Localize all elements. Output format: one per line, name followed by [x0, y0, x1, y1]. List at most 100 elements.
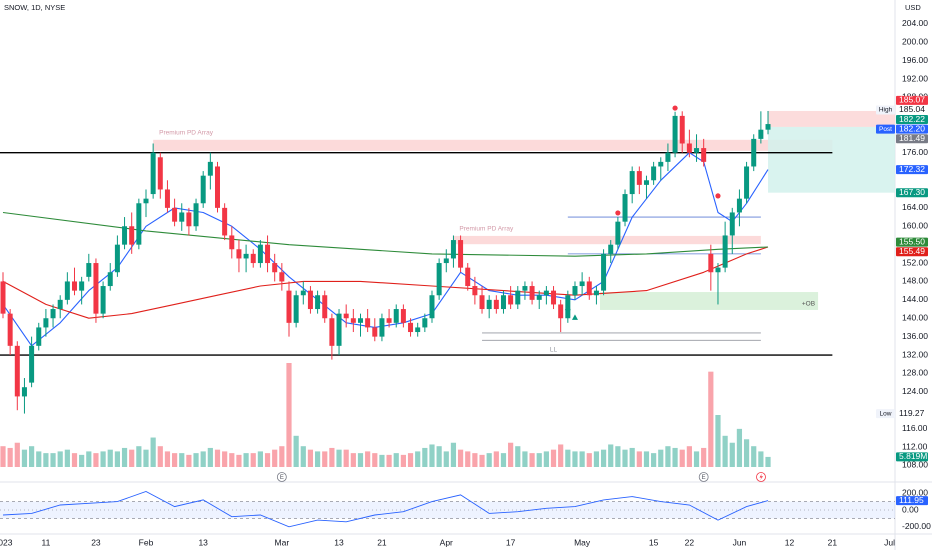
candle-body: [622, 194, 628, 222]
candle-body: [164, 189, 170, 208]
volume-bar: [36, 451, 42, 467]
volume-bar: [465, 451, 471, 467]
volume-bar: [379, 454, 385, 467]
candle-body: [150, 152, 156, 195]
x-tick-label: Mar: [275, 537, 290, 547]
volume-bar: [572, 451, 578, 467]
volume-bar: [164, 451, 171, 467]
plot: Premium PD Array Premium PD Array +OB LL E E: [0, 105, 895, 528]
candle-body: [400, 309, 406, 323]
volume-bar: [393, 453, 399, 467]
volume-bar: [236, 454, 242, 467]
volume-bar: [600, 449, 607, 467]
candle-body: [436, 263, 442, 296]
candle-body: [186, 212, 192, 227]
earnings-icon: [698, 472, 709, 482]
price-tag: Low: [880, 410, 892, 417]
price-tag: Post: [879, 126, 892, 133]
y-tick-label: 116.00: [902, 423, 928, 433]
y-tick-label: 132.00: [902, 349, 928, 359]
candle-body: [579, 281, 585, 287]
volume-bar: [407, 453, 414, 467]
candle-body: [143, 198, 149, 204]
price-label: 172.32: [899, 164, 925, 174]
candle-body: [272, 263, 278, 273]
candle-body: [608, 244, 614, 254]
candle-body: [450, 240, 456, 259]
earnings-label: E: [280, 475, 284, 481]
price-label: 181.49: [899, 133, 925, 143]
candle-body: [357, 318, 363, 323]
volume-bar: [686, 446, 692, 467]
volume-bar: [415, 451, 421, 467]
price-label: 155.49: [899, 246, 925, 256]
cci-tick-label: -200.00: [902, 521, 931, 531]
volume-bar: [357, 453, 364, 467]
candle-body: [522, 286, 528, 291]
candle-body: [7, 313, 13, 346]
candle-body: [57, 299, 63, 310]
volume-bar: [643, 451, 650, 467]
volume-bar: [229, 453, 235, 467]
volume-bar: [508, 442, 514, 467]
volume-bar: [322, 451, 328, 467]
signal-dot: [615, 210, 621, 216]
candle-body: [758, 129, 764, 139]
candle-body: [422, 318, 428, 328]
zone: [153, 139, 833, 151]
volume-bar: [43, 453, 49, 467]
volume-bar: [479, 454, 485, 467]
currency: USD: [905, 3, 921, 12]
volume-label-box: [896, 452, 928, 462]
volume-bar: [658, 449, 664, 467]
x-tick-label: Apr: [440, 537, 453, 547]
volume-bar: [722, 435, 728, 467]
price-label-box: [896, 165, 928, 175]
volume-bar: [608, 444, 614, 467]
price-label: 185.04: [899, 104, 925, 114]
price-label-box: [896, 95, 928, 105]
cci-value-label: 111.95: [899, 495, 924, 505]
volume-bar: [372, 453, 378, 467]
price-label-box: [896, 115, 928, 125]
y-tick-label: 140.00: [902, 312, 928, 322]
candle-body: [93, 263, 99, 314]
volume-bar: [693, 451, 700, 467]
volume-bar: [457, 449, 464, 467]
volume-bar: [486, 453, 492, 467]
volume-bar: [558, 444, 564, 467]
y-tick-label: 176.00: [902, 147, 928, 157]
candle-body: [651, 166, 657, 181]
volume-bar: [765, 456, 771, 467]
zone: [453, 235, 761, 245]
candle-body: [715, 267, 721, 273]
x-tick-label: 11: [41, 537, 50, 547]
candle-body: [315, 295, 321, 310]
candle-body: [343, 313, 349, 319]
volume-bar: [758, 451, 764, 467]
volume-bar: [429, 444, 435, 467]
y-tick-label: 112.00: [902, 441, 928, 451]
y-tick-label: 164.00: [902, 202, 928, 212]
chart-title: SNOW, 1D, NYSE: [4, 3, 65, 12]
candle-body: [729, 212, 735, 236]
candle-body: [136, 203, 142, 245]
candle-body: [179, 212, 185, 222]
candle-body: [193, 203, 199, 227]
volume-bar: [365, 451, 371, 467]
volume-bar: [29, 446, 35, 467]
volume-bar: [286, 363, 292, 467]
signal-dot: [672, 105, 678, 111]
candle-body: [736, 198, 742, 213]
candle-body: [694, 148, 700, 153]
volume-bar: [136, 446, 142, 467]
volume-bar: [515, 446, 521, 467]
volume-bar: [7, 447, 13, 467]
candle-body: [744, 166, 750, 199]
y-tick-label: 128.00: [902, 368, 928, 378]
candle-body: [493, 299, 499, 310]
volume-bar: [79, 454, 85, 467]
volume-bar: [64, 449, 70, 467]
candle-body: [636, 171, 642, 185]
volume-bar: [579, 451, 585, 467]
